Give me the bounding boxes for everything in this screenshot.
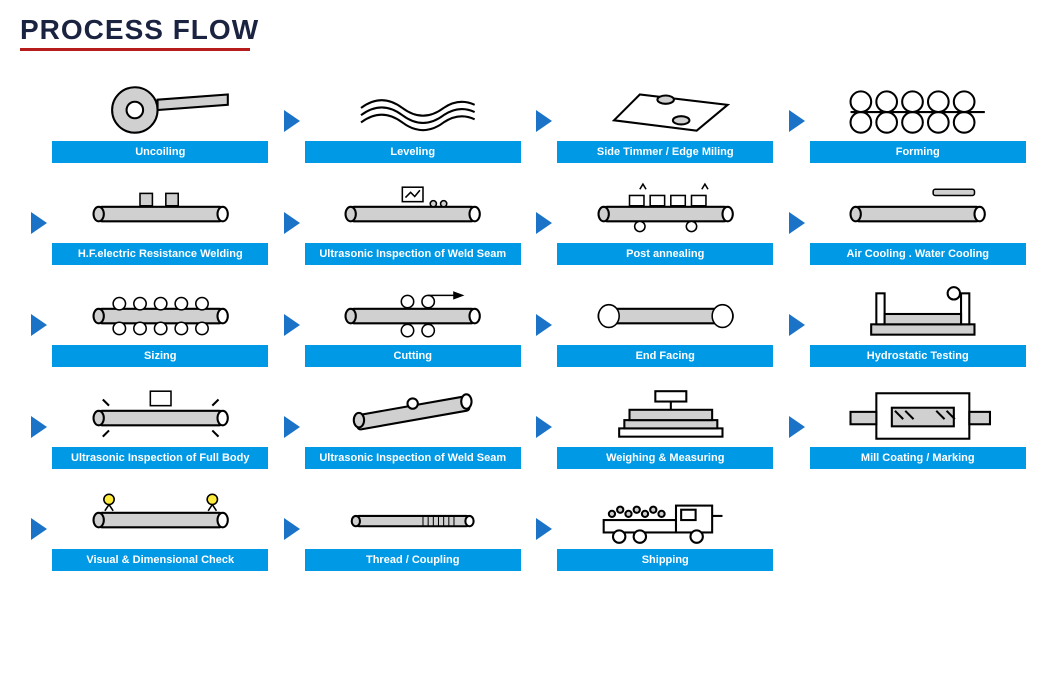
pipe-weld-icon — [48, 181, 273, 243]
pipe-angled-icon — [301, 385, 526, 447]
step-label: Cutting — [305, 345, 521, 367]
flow-arrow-icon — [30, 283, 48, 367]
step-label: Side Timmer / Edge Miling — [557, 141, 773, 163]
rollers-icon — [806, 79, 1031, 141]
step-shipping: Shipping — [535, 487, 778, 571]
flow-arrow-icon — [30, 385, 48, 469]
step-hf-weld: H.F.electric Resistance Welding — [30, 181, 273, 265]
truck-icon — [553, 487, 778, 549]
flow-arrow-icon — [30, 487, 48, 571]
step-hydro: Hydrostatic Testing — [788, 283, 1031, 367]
step-weigh: Weighing & Measuring — [535, 385, 778, 469]
flow-arrow-icon — [535, 181, 553, 265]
step-label: Visual & Dimensional Check — [52, 549, 268, 571]
pipe-thin-icon — [301, 487, 526, 549]
pipe-coils-icon — [553, 181, 778, 243]
step-coating: Mill Coating / Marking — [788, 385, 1031, 469]
press-icon — [806, 283, 1031, 345]
step-label: Uncoiling — [52, 141, 268, 163]
pipe-plain-icon — [806, 181, 1031, 243]
step-leveling: Leveling — [283, 79, 526, 163]
step-side-trim: Side Timmer / Edge Miling — [535, 79, 778, 163]
flow-arrow-icon — [283, 283, 301, 367]
step-label: Mill Coating / Marking — [810, 447, 1026, 469]
flow-arrow-icon — [283, 487, 301, 571]
flow-arrow-icon — [30, 79, 48, 163]
pipe-screen-icon — [301, 181, 526, 243]
step-cutting: Cutting — [283, 283, 526, 367]
flow-arrow-icon — [535, 283, 553, 367]
booth-icon — [806, 385, 1031, 447]
pipe-rings-icon — [48, 283, 273, 345]
step-label: Air Cooling . Water Cooling — [810, 243, 1026, 265]
flow-arrow-icon — [30, 181, 48, 265]
title-underline — [20, 48, 250, 51]
step-ut-seam-1: Ultrasonic Inspection of Weld Seam — [283, 181, 526, 265]
scale-icon — [553, 385, 778, 447]
step-ut-seam-2: Ultrasonic Inspection of Weld Seam — [283, 385, 526, 469]
step-label: Hydrostatic Testing — [810, 345, 1026, 367]
step-label: Ultrasonic Inspection of Weld Seam — [305, 447, 521, 469]
step-label: Shipping — [557, 549, 773, 571]
step-anneal: Post annealing — [535, 181, 778, 265]
page-title: PROCESS FLOW — [20, 14, 1040, 46]
flow-arrow-icon — [283, 181, 301, 265]
step-sizing: Sizing — [30, 283, 273, 367]
step-label: Forming — [810, 141, 1026, 163]
coil-icon — [48, 79, 273, 141]
plate-icon — [553, 79, 778, 141]
step-cooling: Air Cooling . Water Cooling — [788, 181, 1031, 265]
flow-arrow-icon — [788, 283, 806, 367]
flow-arrow-icon — [535, 487, 553, 571]
step-label: H.F.electric Resistance Welding — [52, 243, 268, 265]
flow-arrow-icon — [283, 385, 301, 469]
pipe-lights-icon — [48, 487, 273, 549]
step-end-facing: End Facing — [535, 283, 778, 367]
step-uncoiling: Uncoiling — [30, 79, 273, 163]
process-grid: Uncoiling Leveling Side Timmer / Edge Mi… — [20, 79, 1040, 571]
step-label: End Facing — [557, 345, 773, 367]
step-label: Weighing & Measuring — [557, 447, 773, 469]
step-label: Sizing — [52, 345, 268, 367]
flow-arrow-icon — [535, 79, 553, 163]
step-label: Ultrasonic Inspection of Weld Seam — [305, 243, 521, 265]
step-label: Thread / Coupling — [305, 549, 521, 571]
flow-arrow-icon — [788, 181, 806, 265]
pipe-ends-icon — [553, 283, 778, 345]
flow-arrow-icon — [788, 79, 806, 163]
flow-arrow-icon — [283, 79, 301, 163]
flow-arrow-icon — [535, 385, 553, 469]
flow-arrow-icon — [788, 385, 806, 469]
step-forming: Forming — [788, 79, 1031, 163]
step-label: Ultrasonic Inspection of Full Body — [52, 447, 268, 469]
step-label: Post annealing — [557, 243, 773, 265]
step-thread: Thread / Coupling — [283, 487, 526, 571]
pipe-cut-icon — [301, 283, 526, 345]
sheets-icon — [301, 79, 526, 141]
step-visual: Visual & Dimensional Check — [30, 487, 273, 571]
step-label: Leveling — [305, 141, 521, 163]
pipe-screen2-icon — [48, 385, 273, 447]
step-ut-body: Ultrasonic Inspection of Full Body — [30, 385, 273, 469]
